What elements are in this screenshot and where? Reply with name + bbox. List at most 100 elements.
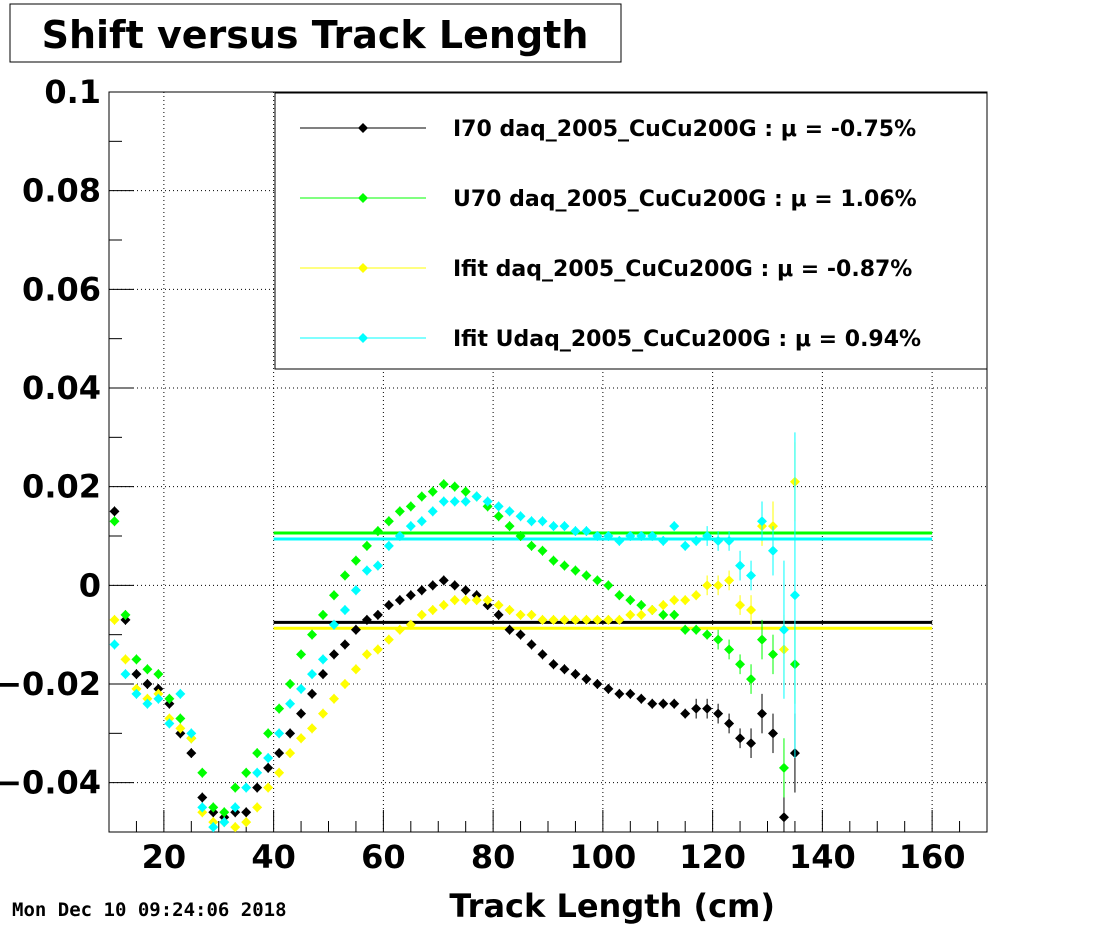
data-point <box>504 521 515 532</box>
legend-marker <box>358 333 368 343</box>
data-point <box>131 669 142 680</box>
timestamp: Mon Dec 10 09:24:06 2018 <box>12 899 287 921</box>
data-point <box>559 664 570 675</box>
data-point <box>570 526 581 537</box>
data-point <box>702 629 713 640</box>
data-points <box>109 432 800 833</box>
data-point <box>252 782 263 793</box>
legend-label: U70 daq_2005_CuCu200G : μ = 1.06% <box>453 187 917 212</box>
data-point <box>789 590 800 601</box>
legend-frame <box>274 92 988 370</box>
data-point <box>219 817 230 828</box>
legend-label: Ifit daq_2005_CuCu200G : μ = -0.87% <box>453 257 912 282</box>
data-point <box>405 501 416 512</box>
data-point <box>713 634 724 645</box>
data-point <box>537 545 548 556</box>
legend-entry: Ifit daq_2005_CuCu200G : μ = -0.87% <box>300 257 912 282</box>
data-point <box>372 644 383 655</box>
data-point <box>153 693 164 704</box>
data-point <box>285 728 296 739</box>
x-tick-label: 80 <box>471 838 516 876</box>
legend-mu-value: μ = 1.06% <box>790 187 916 212</box>
data-point <box>438 496 449 507</box>
data-point <box>241 782 252 793</box>
data-point <box>328 590 339 601</box>
y-tick-label: 0.08 <box>22 172 101 210</box>
data-point <box>757 516 768 527</box>
y-tick-label: −0.02 <box>0 665 101 703</box>
data-point <box>120 609 131 620</box>
data-point <box>361 649 372 660</box>
data-point <box>636 531 647 541</box>
x-axis-title: Track Length (cm) <box>449 887 775 925</box>
data-point <box>427 580 438 591</box>
data-point <box>252 802 263 813</box>
data-point <box>581 614 592 625</box>
data-point <box>548 521 559 532</box>
data-point <box>405 619 416 630</box>
data-point <box>570 614 581 625</box>
data-point <box>394 506 405 517</box>
data-point <box>778 762 789 773</box>
data-point <box>438 479 449 490</box>
data-point <box>636 609 647 620</box>
data-point <box>504 506 515 517</box>
data-point <box>285 748 296 759</box>
legend-mu-value: μ = -0.75% <box>781 117 916 142</box>
data-point <box>318 609 329 620</box>
data-point <box>350 585 361 596</box>
data-point <box>603 580 614 591</box>
data-point <box>735 659 746 670</box>
data-point <box>449 481 460 492</box>
data-point <box>263 728 274 739</box>
data-point <box>142 698 153 709</box>
data-point <box>197 792 208 803</box>
data-point <box>328 619 339 630</box>
data-point <box>636 600 647 611</box>
data-point <box>350 624 361 635</box>
y-tick-label: 0.1 <box>44 73 101 111</box>
data-point <box>339 639 350 650</box>
data-point <box>208 822 219 833</box>
data-point <box>438 600 449 611</box>
data-point <box>307 723 318 734</box>
data-point <box>757 708 768 719</box>
data-point <box>328 693 339 704</box>
data-point <box>658 609 669 620</box>
data-point <box>120 669 131 680</box>
data-point <box>307 629 318 640</box>
data-point <box>318 654 329 665</box>
data-point <box>394 624 405 635</box>
data-point <box>735 600 746 611</box>
data-point <box>263 782 274 793</box>
data-point <box>241 767 252 778</box>
data-point <box>537 649 548 660</box>
data-point <box>669 698 680 709</box>
data-point <box>394 531 405 541</box>
data-point <box>175 688 186 699</box>
data-point <box>603 683 614 694</box>
x-tick-label: 20 <box>142 838 187 876</box>
data-point <box>339 605 350 615</box>
data-point <box>767 545 778 556</box>
y-tick-label: 0.04 <box>22 369 101 407</box>
data-point <box>208 802 219 813</box>
data-point <box>460 496 471 507</box>
data-point <box>713 535 724 546</box>
data-point <box>515 531 526 541</box>
x-tick-label: 60 <box>361 838 406 876</box>
data-point <box>702 531 713 541</box>
data-point <box>647 605 658 615</box>
legend-marker <box>358 123 368 133</box>
data-point <box>680 708 691 719</box>
chart-title: Shift versus Track Length <box>42 13 589 57</box>
data-point <box>559 614 570 625</box>
data-point <box>109 639 120 650</box>
title-frame <box>9 3 622 63</box>
data-point <box>296 708 307 719</box>
data-point <box>252 767 263 778</box>
data-point <box>515 609 526 620</box>
data-point <box>658 535 669 546</box>
data-point <box>691 590 702 601</box>
data-point <box>230 822 241 833</box>
